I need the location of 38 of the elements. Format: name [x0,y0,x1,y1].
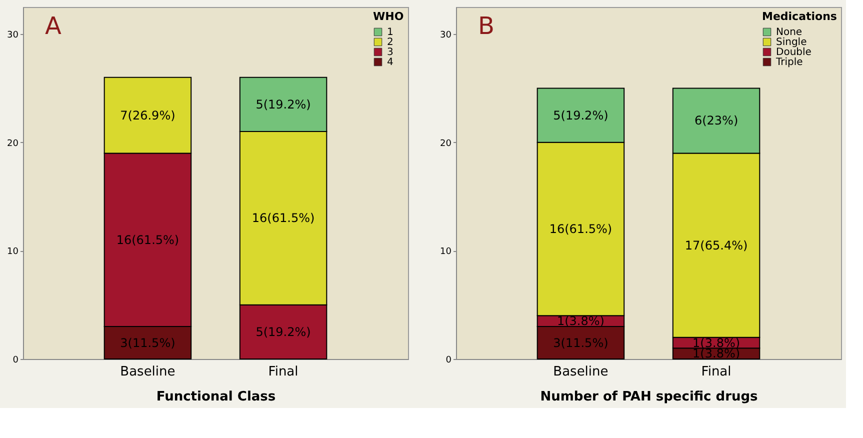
data-label: 7(26.9%) [120,108,176,122]
data-label: 6(23%) [694,114,738,128]
y-tick-label: 10 [440,247,452,258]
legend-label: 2 [387,37,394,48]
annotation: B [478,12,494,40]
legend-label: None [776,27,802,38]
x-tick-label: Baseline [553,364,608,380]
y-tick-label: 30 [440,30,452,41]
y-tick-label: 20 [440,138,452,149]
x-axis-title: Functional Class [156,390,276,404]
data-label: 16(61.5%) [116,232,180,247]
data-label: 5(19.2%) [256,324,311,339]
x-tick-label: Final [268,364,298,380]
legend-title: WHO [373,10,404,23]
y-tick-label: 0 [12,356,19,366]
legend-label: Double [776,47,812,58]
legend-label: Single [776,37,807,48]
legend-label: Triple [775,57,803,68]
y-tick-label: 30 [7,30,19,41]
y-tick-label: 0 [446,356,452,366]
x-tick-label: Final [701,364,732,380]
data-label: 3(11.5%) [553,336,608,350]
annotation: A [45,12,62,40]
data-label: 5(19.2%) [553,108,608,122]
data-label: 16(61.5%) [252,211,315,226]
legend-label: 4 [387,57,394,68]
legend-title: Medications [762,10,838,23]
data-label: 5(19.2%) [256,97,311,112]
legend-label: 3 [387,47,394,58]
x-tick-label: Baseline [120,364,176,380]
data-label: 16(61.5%) [549,222,612,236]
legend-label: 1 [387,27,394,38]
y-tick-label: 20 [7,138,19,149]
data-label: 17(65.4%) [684,238,748,252]
data-label: 3(11.5%) [120,336,176,350]
y-tick-label: 10 [7,247,19,258]
x-axis-title: Number of PAH specific drugs [540,390,758,404]
data-label: 1(3.8%) [556,314,604,328]
